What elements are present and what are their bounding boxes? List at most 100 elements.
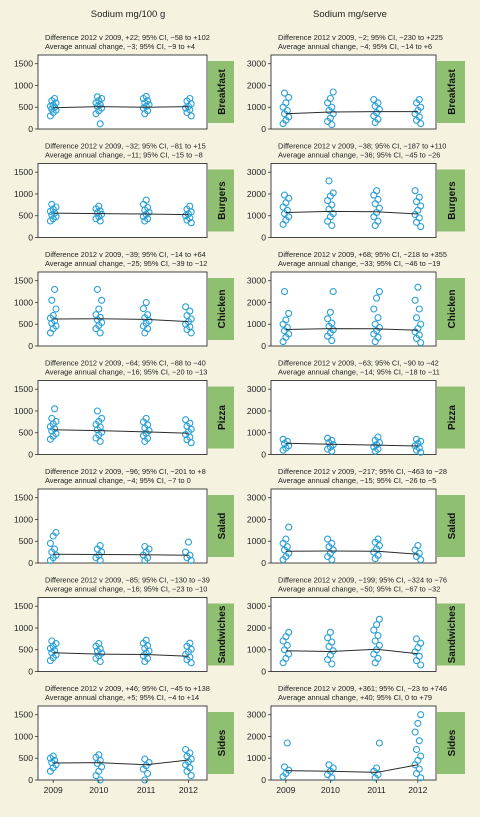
data-point — [326, 628, 334, 636]
data-point — [280, 191, 289, 199]
data-point — [373, 294, 381, 302]
y-tick-label: 3000 — [247, 167, 266, 177]
annotation-annual-change: Average annual change, −14; 95% CI, −18 … — [278, 368, 440, 377]
y-tick-label: 1500 — [14, 167, 33, 177]
y-tick-label: 1500 — [14, 384, 33, 394]
data-point — [285, 309, 293, 317]
data-point — [182, 303, 190, 311]
category-label: Salad — [217, 513, 228, 540]
category-tag — [437, 386, 465, 449]
data-point — [49, 752, 57, 760]
data-point — [411, 187, 419, 195]
data-point — [326, 94, 334, 103]
data-point — [414, 719, 422, 727]
y-tick-label: 0 — [261, 667, 266, 677]
data-point — [415, 193, 423, 201]
annotation-annual-change: Average annual change, −4; 95% CI, −7 to… — [45, 476, 191, 485]
y-tick-label: 3000 — [247, 710, 266, 720]
data-point — [51, 405, 59, 413]
y-tick-label: 2000 — [247, 406, 266, 416]
y-tick-label: 500 — [19, 211, 34, 221]
trend-line — [53, 212, 189, 216]
annotation-annual-change: Average annual change, −50; 95% CI, −67 … — [278, 585, 440, 594]
data-point — [48, 637, 56, 645]
category-label: Sides — [447, 729, 458, 756]
data-point — [373, 621, 381, 629]
data-point — [374, 632, 382, 640]
y-tick-label: 2000 — [247, 731, 266, 741]
data-point — [184, 538, 192, 546]
data-point — [144, 769, 152, 778]
data-point — [96, 437, 104, 445]
annotation-annual-change: Average annual change, −15; 95% CI, −26 … — [278, 476, 436, 485]
data-point — [186, 94, 194, 103]
data-point — [375, 288, 383, 296]
data-point — [373, 187, 381, 195]
data-point — [417, 752, 425, 760]
plot-area — [270, 271, 437, 347]
data-point — [329, 210, 337, 218]
plot-area — [270, 54, 437, 130]
category-label: Pizza — [217, 405, 228, 430]
panel-pizza-per-serve: Difference 2012 v 2009, −63; 95% CI, −90… — [247, 359, 465, 460]
annotation-difference: Difference 2012 v 2009, +46; 95% CI, −45… — [45, 684, 210, 693]
panel-salad-per-serve: Difference 2012 v 2009, −217; 95% CI, −4… — [247, 467, 465, 568]
data-point — [371, 637, 379, 645]
data-point — [328, 638, 336, 646]
data-point — [412, 635, 421, 643]
annotation-difference: Difference 2012 v 2009, +361; 95% CI, −2… — [278, 684, 447, 693]
data-point — [329, 189, 337, 197]
data-point — [417, 339, 425, 347]
data-point — [374, 535, 382, 543]
data-point — [93, 285, 101, 293]
annotation-difference: Difference 2012 v 2009, −39; 95% CI, −14… — [45, 250, 206, 259]
data-point — [324, 535, 332, 543]
data-point — [371, 320, 379, 328]
data-point — [282, 535, 290, 543]
annotation-difference: Difference 2012 v 2009, −63; 95% CI, −90… — [278, 359, 439, 368]
category-tag — [437, 603, 465, 666]
trend-line — [53, 106, 189, 109]
data-point — [98, 296, 106, 304]
category-label: Burgers — [217, 181, 228, 220]
data-point — [145, 208, 153, 216]
data-point — [52, 651, 60, 659]
data-point — [414, 542, 422, 550]
data-point — [415, 652, 423, 660]
data-point — [51, 94, 59, 103]
data-point — [142, 298, 150, 307]
panel-sandwiches-per-100g: Difference 2012 v 2009, −85; 95% CI, −13… — [14, 576, 234, 677]
data-point — [96, 329, 104, 337]
data-point — [329, 288, 337, 296]
data-point — [374, 654, 382, 662]
data-point — [142, 414, 150, 422]
y-tick-label: 2000 — [247, 514, 266, 524]
y-tick-label: 1000 — [14, 189, 33, 199]
trend-line — [53, 652, 189, 657]
y-tick-label: 500 — [19, 319, 34, 329]
data-point — [373, 764, 381, 772]
data-point — [52, 305, 60, 313]
data-point — [186, 749, 194, 757]
data-point — [417, 448, 425, 456]
data-point — [145, 759, 153, 767]
category-label: Burgers — [447, 181, 458, 220]
data-point — [95, 202, 103, 210]
data-point — [374, 195, 382, 203]
data-point — [187, 315, 195, 323]
data-point — [141, 776, 149, 784]
annotation-annual-change: Average annual change, +5; 95% CI, −4 to… — [45, 693, 199, 702]
data-point — [96, 776, 104, 784]
data-point — [417, 774, 425, 782]
data-point — [328, 539, 336, 547]
panel-sides-per-100g: Difference 2012 v 2009, +46; 95% CI, −45… — [14, 684, 234, 795]
y-tick-label: 1500 — [14, 601, 33, 611]
data-point — [51, 647, 59, 655]
plot-area — [270, 488, 437, 564]
data-point — [48, 414, 56, 422]
y-tick-label: 1000 — [14, 80, 33, 90]
annotation-difference: Difference 2012 v 2009, −38; 95% CI, −18… — [278, 142, 446, 151]
y-tick-label: 0 — [261, 233, 266, 243]
panel-burgers-per-serve: Difference 2012 v 2009, −38; 95% CI, −18… — [247, 142, 465, 243]
